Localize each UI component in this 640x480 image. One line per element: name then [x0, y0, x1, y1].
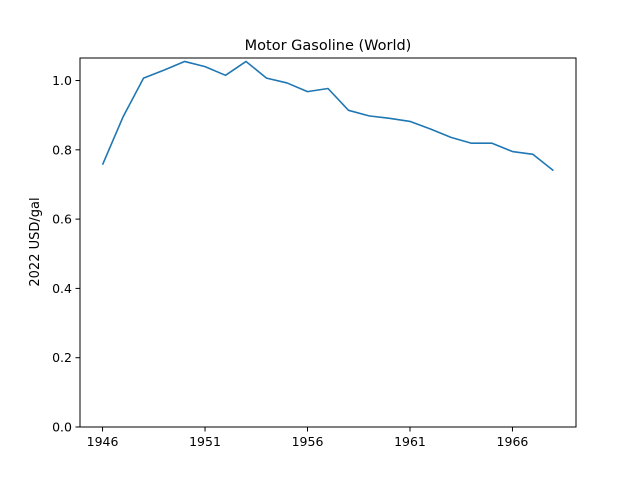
- y-tick-label: 0.4: [52, 281, 72, 296]
- y-tick-label: 0.0: [52, 420, 72, 435]
- y-axis-ticks: 0.0 0.2 0.4 0.6 0.8 1.0: [52, 73, 80, 435]
- x-tick-label: 1966: [497, 434, 529, 449]
- x-tick-label: 1956: [292, 434, 324, 449]
- x-axis-ticks: 1946 1951 1956 1961 1966: [87, 427, 529, 449]
- plot-frame: [79, 57, 577, 428]
- x-tick-label: 1961: [394, 434, 426, 449]
- x-tick-label: 1951: [189, 434, 221, 449]
- series-layer: [101, 60, 554, 172]
- chart-title: Motor Gasoline (World): [245, 38, 412, 54]
- y-tick-label: 0.8: [52, 142, 72, 157]
- series-line-0: [101, 60, 554, 172]
- y-axis-label: 2022 USD/gal: [28, 197, 43, 286]
- x-tick-label: 1946: [87, 434, 119, 449]
- y-tick-label: 1.0: [52, 73, 72, 88]
- y-tick-label: 0.2: [52, 350, 72, 365]
- y-tick-label: 0.6: [52, 212, 72, 227]
